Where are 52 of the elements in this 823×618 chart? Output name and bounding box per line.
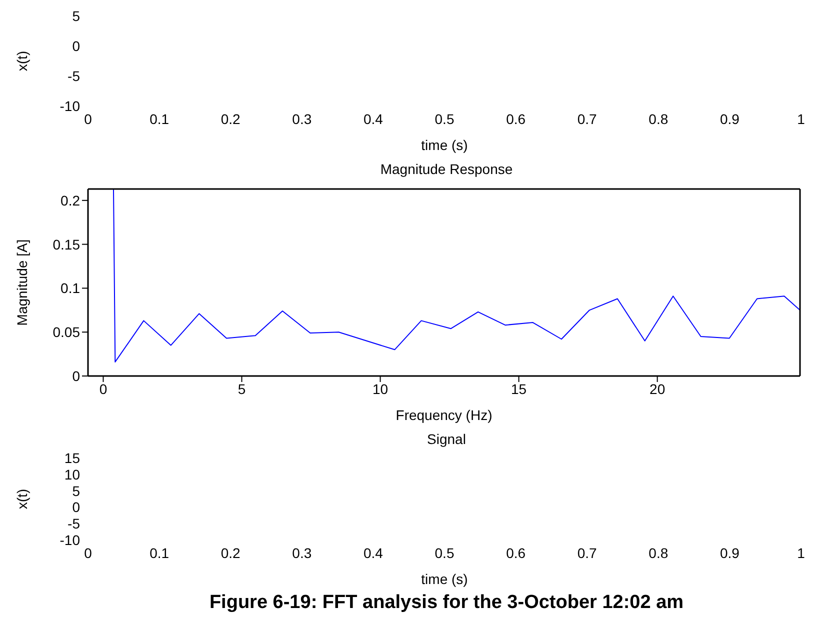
x-tick-label: 0.5 xyxy=(434,544,454,561)
y-tick-label: -5 xyxy=(68,516,80,532)
x-tick-label: 0.7 xyxy=(577,544,598,561)
x-tick-label: 0.4 xyxy=(363,110,384,127)
y-axis-title: x(t) xyxy=(14,50,30,72)
y-tick-label: 5 xyxy=(72,482,80,499)
y-tick-label: -10 xyxy=(60,98,80,114)
y-tick-label: 0.1 xyxy=(60,280,80,296)
x-tick-label: 10 xyxy=(372,380,388,397)
x-tick-label: 0.9 xyxy=(720,110,740,127)
x-axis-title: Frequency (Hz) xyxy=(396,407,492,423)
x-tick-label: 0 xyxy=(84,544,92,561)
x-tick-label: 0.1 xyxy=(150,544,170,561)
x-tick-label: 0 xyxy=(84,110,92,127)
y-tick-label: 0.2 xyxy=(60,192,80,208)
x-tick-label: 0.7 xyxy=(577,110,598,127)
x-tick-label: 1 xyxy=(797,544,806,561)
x-tick-label: 0.8 xyxy=(648,544,668,561)
x-tick-label: 0.9 xyxy=(720,544,740,561)
y-tick-label: -10 xyxy=(60,532,80,548)
y-axis-title: Magnitude [A] xyxy=(14,239,30,326)
y-tick-label: 5 xyxy=(72,8,80,24)
x-tick-label: 0.3 xyxy=(292,544,312,561)
x-tick-label: 0.2 xyxy=(220,544,241,561)
x-tick-label: 0.8 xyxy=(648,110,668,127)
y-tick-label: 0 xyxy=(72,499,80,516)
x-tick-label: 0.6 xyxy=(506,110,526,127)
y-tick-label: 0 xyxy=(72,368,80,384)
x-tick-label: 0.2 xyxy=(220,110,241,127)
y-tick-label: 0.05 xyxy=(52,324,80,340)
y-tick-label: 0 xyxy=(72,38,80,54)
y-tick-label: 15 xyxy=(64,450,80,466)
x-tick-label: 0.3 xyxy=(292,110,312,127)
x-axis-title: time (s) xyxy=(421,571,468,587)
x-tick-label: 0 xyxy=(99,380,108,397)
chart-title: Magnitude Response xyxy=(379,160,514,179)
x-tick-label: 0.5 xyxy=(434,110,454,127)
x-tick-label: 0.1 xyxy=(150,110,170,127)
x-tick-label: 0.6 xyxy=(506,544,526,561)
line-series xyxy=(112,189,800,362)
y-tick-label: 0.15 xyxy=(52,236,80,252)
x-axis-title: time (s) xyxy=(421,137,468,153)
x-tick-label: 0.4 xyxy=(363,544,384,561)
y-axis-title: x(t) xyxy=(14,488,30,510)
x-tick-label: 20 xyxy=(650,380,666,397)
x-tick-label: 5 xyxy=(238,380,246,397)
y-tick-label: 10 xyxy=(64,466,80,482)
caption: Figure 6-19: FFT analysis for the 3-October 12:02 am xyxy=(208,592,685,615)
chart-title: Signal xyxy=(426,430,467,449)
x-tick-label: 15 xyxy=(511,380,527,397)
x-tick-label: 1 xyxy=(797,110,806,127)
y-tick-label: -5 xyxy=(68,68,80,84)
